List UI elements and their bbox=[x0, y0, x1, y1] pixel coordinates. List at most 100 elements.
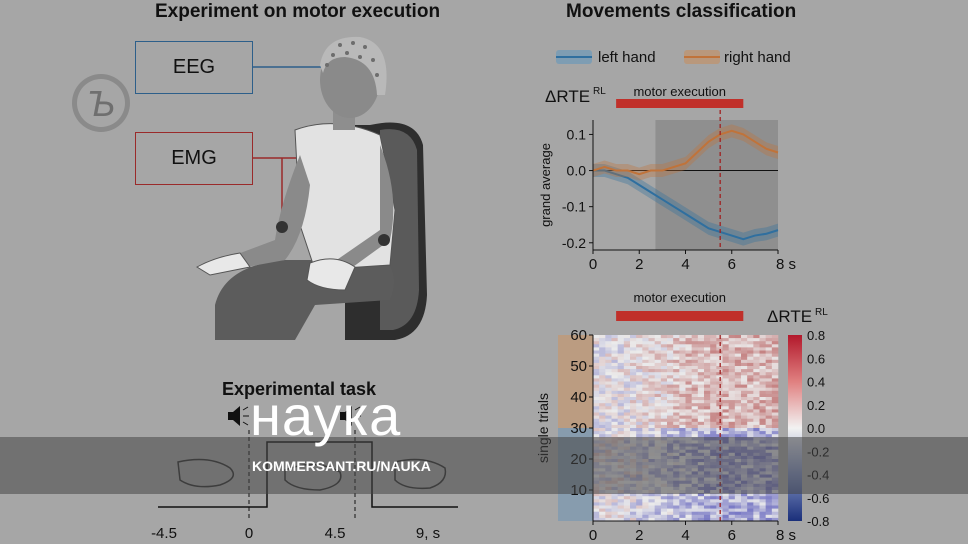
heatmap-cell bbox=[642, 350, 649, 354]
heatmap-cell bbox=[630, 350, 637, 354]
heatmap-cell bbox=[741, 397, 748, 401]
heatmap-cell bbox=[697, 384, 705, 388]
heatmap-cell bbox=[691, 381, 699, 385]
heatmap-cell bbox=[722, 517, 729, 522]
heatmap-cell bbox=[722, 390, 729, 395]
heatmap-cell bbox=[697, 406, 705, 410]
heatmap-cell bbox=[765, 359, 773, 364]
heatmap-cell bbox=[630, 502, 637, 506]
heatmap-cell bbox=[747, 428, 754, 432]
heatmap-cell bbox=[636, 353, 643, 357]
heatmap-cell bbox=[741, 406, 748, 410]
heatmap-cell bbox=[759, 418, 766, 423]
heatmap-cell bbox=[654, 517, 662, 522]
heatmap-cell bbox=[648, 415, 655, 419]
heatmap-cell bbox=[722, 344, 729, 348]
heatmap-cell bbox=[599, 505, 606, 509]
heatmap-cell bbox=[685, 384, 692, 388]
heatmap-cell bbox=[660, 409, 668, 413]
heatmap-cell bbox=[605, 375, 612, 379]
heatmap-cell bbox=[728, 415, 736, 419]
heatmap-cell bbox=[605, 418, 612, 423]
heatmap-cell bbox=[642, 375, 649, 379]
heatmap-cell bbox=[611, 353, 618, 357]
heatmap-cell bbox=[704, 400, 711, 404]
heatmap-cell bbox=[593, 372, 600, 376]
heatmap-cell bbox=[623, 505, 631, 509]
heatmap-cell bbox=[679, 502, 686, 506]
heatmap-cell bbox=[728, 341, 736, 345]
heatmap-cell bbox=[623, 375, 631, 379]
heatmap-cell bbox=[685, 359, 692, 364]
heatmap-cell bbox=[654, 418, 662, 423]
heatmap-cell bbox=[611, 496, 618, 500]
heatmap-cell bbox=[617, 366, 625, 370]
heatmap-cell bbox=[636, 397, 643, 401]
heatmap-cell bbox=[654, 372, 662, 376]
heatmap-cell bbox=[685, 511, 692, 516]
heatmap-cell bbox=[605, 341, 612, 345]
heatmap-cell bbox=[771, 341, 779, 345]
heatmap-cell bbox=[753, 353, 760, 357]
heatmap-cell bbox=[630, 366, 637, 370]
heatmap-cell bbox=[697, 511, 705, 516]
heatmap-cell bbox=[679, 496, 686, 500]
heatmap-cell bbox=[611, 350, 618, 354]
motor-execution-label: motor execution bbox=[633, 290, 726, 305]
heatmap-cell bbox=[771, 350, 779, 354]
heatmap-cell bbox=[623, 434, 631, 438]
heatmap-cell bbox=[599, 428, 606, 432]
heatmap-cell bbox=[654, 387, 662, 392]
heatmap-cell bbox=[697, 502, 705, 506]
heatmap-cell bbox=[654, 403, 662, 407]
heatmap-cell bbox=[771, 493, 779, 497]
heatmap-cell bbox=[654, 338, 662, 342]
heatmap-cell bbox=[667, 434, 674, 438]
heatmap-cell bbox=[642, 424, 649, 429]
heatmap-cell bbox=[716, 421, 723, 426]
heatmap-cell bbox=[697, 424, 705, 429]
heatmap-cell bbox=[630, 381, 637, 385]
heatmap-cell bbox=[667, 347, 674, 351]
heatmap-cell bbox=[679, 369, 686, 373]
heatmap-cell bbox=[697, 338, 705, 342]
heatmap-cell bbox=[753, 409, 760, 413]
heatmap-cell bbox=[673, 393, 680, 398]
heatmap-cell bbox=[660, 424, 668, 429]
heatmap-cell bbox=[716, 505, 723, 509]
heatmap-cell bbox=[642, 493, 649, 497]
heatmap-cell bbox=[728, 508, 736, 512]
heatmap-cell bbox=[654, 397, 662, 401]
heatmap-cell bbox=[611, 505, 618, 509]
heatmap-cell bbox=[673, 409, 680, 413]
heatmap-cell bbox=[685, 505, 692, 509]
heatmap-cell bbox=[636, 493, 643, 497]
heatmap-cell bbox=[599, 415, 606, 419]
heatmap-cell bbox=[759, 409, 766, 413]
heatmap-cell bbox=[617, 499, 625, 503]
heatmap-cell bbox=[654, 353, 662, 357]
heatmap-cell bbox=[741, 428, 748, 432]
heatmap-cell bbox=[728, 353, 736, 357]
heatmap-cell bbox=[593, 412, 600, 416]
heatmap-cell bbox=[617, 359, 625, 364]
heatmap-cell bbox=[648, 431, 655, 435]
heatmap-cell bbox=[605, 390, 612, 395]
heatmap-cell bbox=[667, 378, 674, 382]
heatmap-cell bbox=[623, 353, 631, 357]
heatmap-cell bbox=[654, 350, 662, 354]
heatmap-cell bbox=[734, 421, 742, 426]
heatmap-cell bbox=[611, 418, 618, 423]
heatmap-cell bbox=[685, 493, 692, 497]
heatmap-cell bbox=[734, 505, 742, 509]
heatmap-cell bbox=[660, 415, 668, 419]
heatmap-cell bbox=[630, 505, 637, 509]
heatmap-cell bbox=[648, 341, 655, 345]
heatmap-cell bbox=[623, 366, 631, 370]
x-tick-label: 4 bbox=[681, 527, 689, 544]
heatmap-cell bbox=[759, 496, 766, 500]
heatmap-cell bbox=[611, 372, 618, 376]
heatmap-cell bbox=[704, 508, 711, 512]
heatmap-cell bbox=[771, 390, 779, 395]
heatmap-cell bbox=[697, 381, 705, 385]
